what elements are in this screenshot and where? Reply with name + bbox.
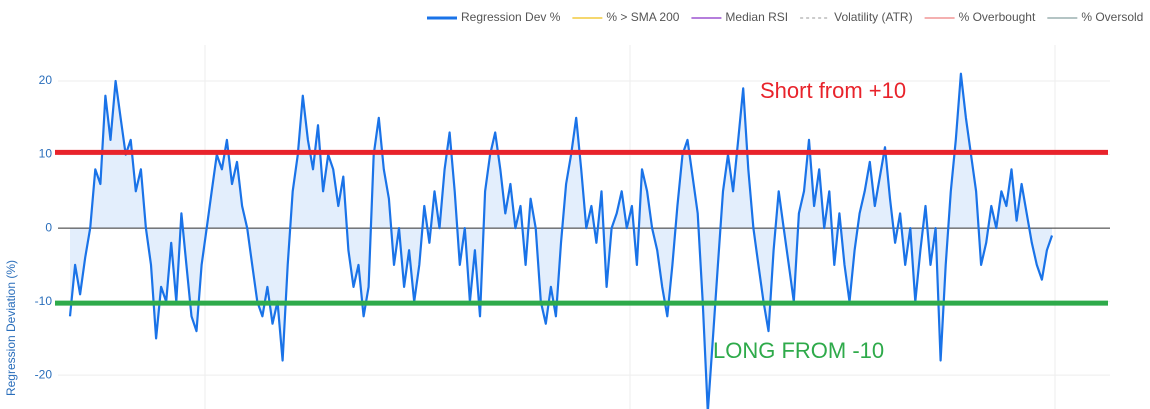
- y-tick-label: -10: [35, 294, 53, 308]
- legend-label: % Overbought: [959, 10, 1036, 24]
- y-axis-title: Regression Deviation (%): [4, 260, 18, 396]
- annotation: Short from +10: [760, 78, 906, 103]
- line: [68, 72, 1054, 409]
- y-tick-label: -20: [35, 367, 53, 381]
- legend-label: Median RSI: [725, 10, 788, 24]
- y-tick-label: 10: [39, 147, 53, 161]
- legend-label: Volatility (ATR): [834, 10, 912, 24]
- legend-label: % Oversold: [1081, 10, 1143, 24]
- y-tick-label: 0: [45, 220, 52, 234]
- annotation: LONG FROM -10: [713, 338, 884, 363]
- y-tick-label: 20: [39, 73, 53, 87]
- legend-label: % > SMA 200: [606, 10, 679, 24]
- legend-label: Regression Dev %: [461, 10, 561, 24]
